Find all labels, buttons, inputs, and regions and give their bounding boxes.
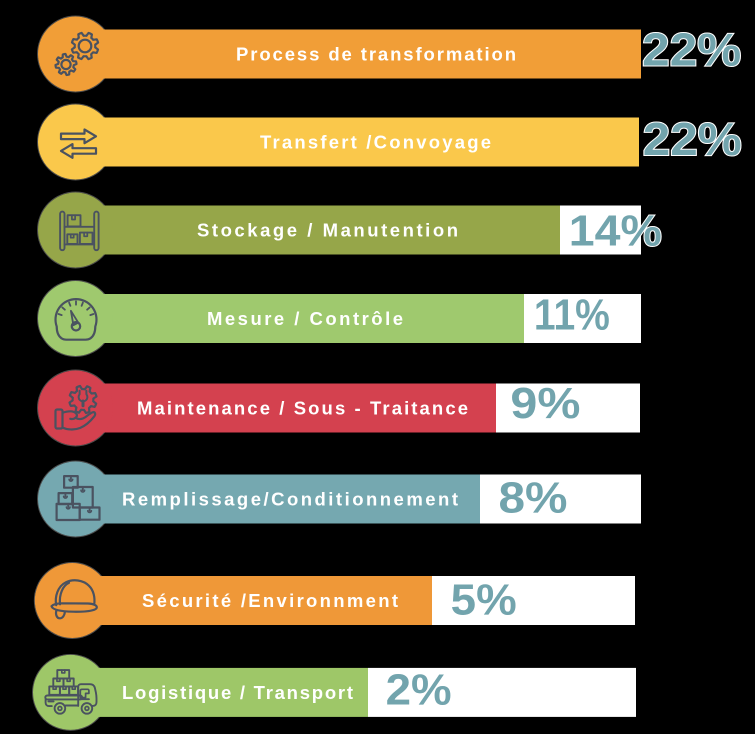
svg-text:22%: 22% [642, 24, 741, 76]
svg-text:Transfert /Convoyage: Transfert /Convoyage [260, 132, 491, 153]
svg-text:8%: 8% [499, 473, 568, 522]
svg-text:2%: 2% [386, 666, 452, 715]
svg-text:11%: 11% [534, 291, 610, 340]
svg-text:14%: 14% [569, 207, 662, 256]
svg-text:Process de transformation: Process de transformation [236, 44, 516, 65]
svg-text:9%: 9% [510, 379, 580, 428]
svg-text:Stockage / Manutention: Stockage / Manutention [197, 220, 458, 241]
svg-text:Mesure / Contrôle: Mesure / Contrôle [207, 308, 403, 329]
svg-text:22%: 22% [643, 113, 742, 165]
svg-text:Logistique / Transport: Logistique / Transport [122, 682, 353, 703]
svg-text:5%: 5% [451, 576, 517, 625]
svg-text:Sécurité /Environnment: Sécurité /Environnment [142, 590, 398, 611]
svg-text:Remplissage/Conditionnement: Remplissage/Conditionnement [122, 489, 458, 510]
